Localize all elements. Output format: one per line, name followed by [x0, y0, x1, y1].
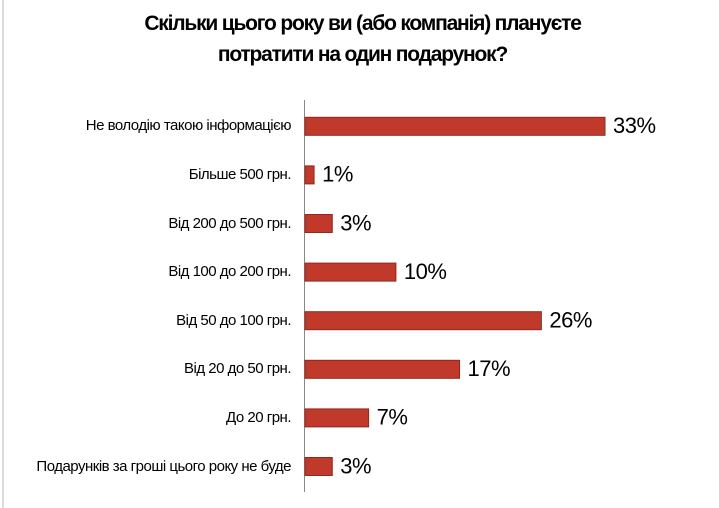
value-label: 3% — [340, 210, 371, 235]
bar — [304, 116, 606, 136]
category-label: Подарунків за гроші цього року не буде — [36, 457, 291, 475]
category-label: Не володію такою інформацією — [85, 117, 292, 135]
category-label: Від 50 до 100 грн. — [176, 311, 291, 329]
value-label: 26% — [549, 308, 592, 333]
bar — [304, 457, 333, 476]
category-label: Більше 500 грн. — [188, 165, 292, 183]
category-label: До 20 грн. — [226, 408, 291, 426]
category-label: Від 20 до 50 грн. — [184, 360, 292, 378]
value-label: 7% — [377, 405, 408, 430]
chart-title: Скільки цього року ви (або компанія) пла… — [144, 12, 582, 66]
value-label: 3% — [340, 453, 371, 478]
value-label: 33% — [613, 113, 656, 138]
bar — [304, 359, 461, 379]
category-label: Від 200 до 500 грн. — [168, 214, 291, 232]
value-label: 17% — [468, 356, 511, 381]
bar — [304, 165, 315, 185]
bar — [304, 262, 397, 282]
value-label: 1% — [322, 162, 353, 187]
category-label: Від 100 до 200 грн. — [168, 263, 291, 281]
value-label: 10% — [404, 259, 447, 284]
bar — [304, 311, 542, 331]
bar — [304, 408, 370, 428]
bar — [304, 214, 333, 233]
